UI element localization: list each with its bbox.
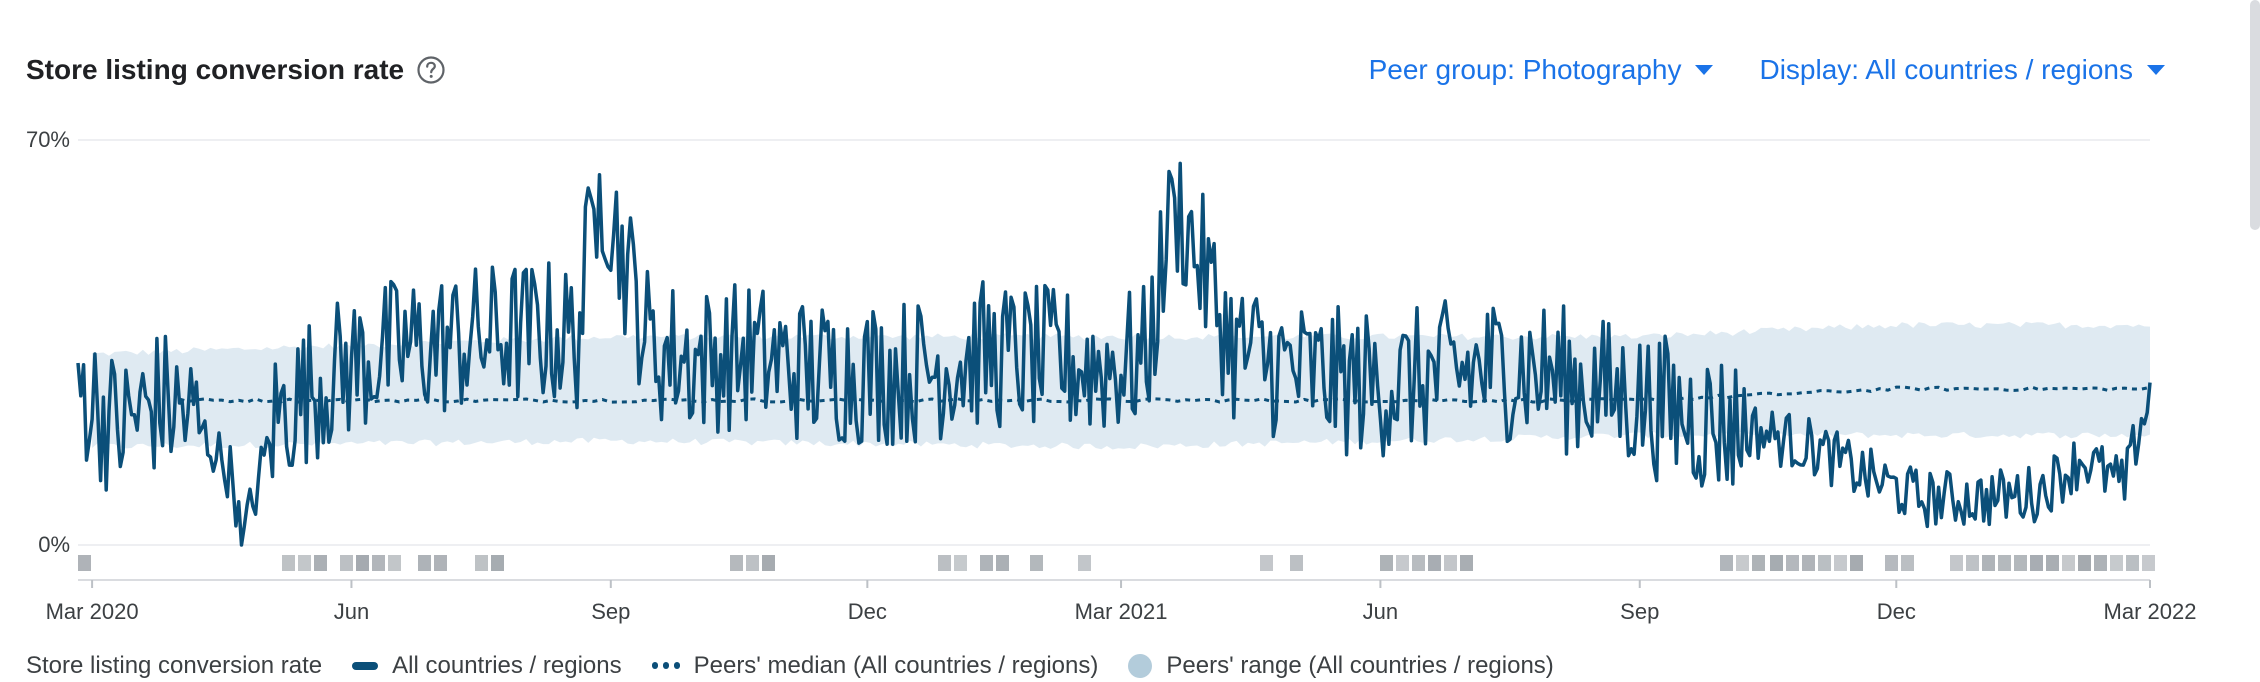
legend-label-median: Peers' median (All countries / regions) [693, 652, 1099, 679]
event-marker [372, 555, 385, 571]
event-marker [1428, 555, 1441, 571]
event-marker [938, 555, 951, 571]
caret-down-icon [2147, 65, 2165, 75]
event-marker [298, 555, 311, 571]
event-marker [2126, 555, 2139, 571]
peer-group-label: Peer group: Photography [1368, 54, 1682, 85]
legend-label-range: Peers' range (All countries / regions) [1166, 652, 1554, 679]
event-marker [762, 555, 775, 571]
event-marker [1736, 555, 1749, 571]
chart-legend: Store listing conversion rate All countr… [26, 652, 1554, 680]
event-marker [2030, 555, 2043, 571]
event-marker [1078, 555, 1091, 571]
event-marker [1834, 555, 1847, 571]
event-marker [388, 555, 401, 571]
event-marker [1030, 555, 1043, 571]
page-scrollbar[interactable] [2250, 0, 2260, 230]
event-marker [746, 555, 759, 571]
event-markers [78, 555, 2155, 571]
x-tick-label: Jun [334, 599, 369, 624]
event-marker [1850, 555, 1863, 571]
x-tick-label: Dec [1877, 599, 1916, 624]
event-marker [1950, 555, 1963, 571]
x-tick-label: Mar 2020 [46, 599, 139, 624]
legend-prefix: Store listing conversion rate [26, 652, 323, 679]
legend-dash-icon [651, 662, 680, 670]
x-tick-label: Jun [1363, 599, 1398, 624]
x-axis-ticks: Mar 2020 Jun Sep Dec Mar 2021 Jun Sep Dec Mar 20… [46, 580, 2197, 624]
conversion-line-path [76, 161, 2152, 547]
event-marker [2062, 555, 2075, 571]
event-marker [78, 555, 91, 571]
event-marker [730, 555, 743, 571]
event-marker [980, 555, 993, 571]
y-tick-label: 70% [26, 127, 70, 152]
event-marker [2014, 555, 2027, 571]
chart-controls: Peer group: Photography Display: All cou… [1323, 48, 2165, 92]
event-marker [282, 555, 295, 571]
peers-median-line [179, 385, 2151, 404]
event-marker [356, 555, 369, 571]
event-marker [1380, 555, 1393, 571]
event-marker [1752, 555, 1765, 571]
event-marker [954, 555, 967, 571]
event-marker [1786, 555, 1799, 571]
legend-item-range[interactable]: Peers' range (All countries / regions) [1128, 652, 1554, 680]
x-tick-label: Sep [591, 599, 630, 624]
event-marker [1460, 555, 1473, 571]
chart-title: Store listing conversion rate [26, 54, 405, 85]
display-dropdown[interactable]: Display: All countries / regions [1759, 54, 2165, 86]
event-marker [434, 555, 447, 571]
x-tick-label: Mar 2022 [2104, 599, 2197, 624]
x-tick-label: Mar 2021 [1075, 599, 1168, 624]
event-marker [2094, 555, 2107, 571]
legend-item-series[interactable]: All countries / regions [352, 652, 622, 680]
event-marker [1396, 555, 1409, 571]
event-marker [1290, 555, 1303, 571]
event-marker [1802, 555, 1815, 571]
event-marker [1260, 555, 1273, 571]
legend-item-median[interactable]: Peers' median (All countries / regions) [651, 652, 1099, 680]
event-marker [1885, 555, 1898, 571]
legend-line-icon [352, 662, 379, 670]
event-marker [1982, 555, 1995, 571]
event-marker [491, 555, 504, 571]
x-tick-label: Sep [1620, 599, 1659, 624]
conversion-rate-chart: 70% 0% Mar 2020 Jun Sep Dec Mar 2021 Jun Sep Dec… [26, 127, 2197, 624]
event-marker [2142, 555, 2155, 571]
legend-label-series: All countries / regions [392, 652, 622, 679]
event-marker [1966, 555, 1979, 571]
event-marker [1720, 555, 1733, 571]
event-marker [1998, 555, 2011, 571]
legend-dot-icon [1128, 654, 1153, 678]
display-label: Display: All countries / regions [1759, 54, 2133, 85]
help-circle-icon[interactable] [416, 55, 446, 85]
event-marker [1444, 555, 1457, 571]
event-marker [2110, 555, 2123, 571]
event-marker [2078, 555, 2091, 571]
peer-group-dropdown[interactable]: Peer group: Photography [1369, 54, 1714, 86]
event-marker [314, 555, 327, 571]
x-tick-label: Dec [848, 599, 887, 624]
event-marker [340, 555, 353, 571]
event-marker [418, 555, 431, 571]
event-marker [475, 555, 488, 571]
chart-header: Store listing conversion rate [26, 48, 446, 92]
conversion-series-line [76, 161, 2152, 547]
event-marker [1901, 555, 1914, 571]
peers-median-path [179, 385, 2151, 404]
caret-down-icon [1695, 65, 1714, 75]
y-tick-label: 0% [38, 532, 70, 557]
y-axis-ticks: 70% 0% [26, 127, 70, 557]
event-marker [996, 555, 1009, 571]
event-marker [2046, 555, 2059, 571]
chart-grid [78, 139, 2150, 581]
event-marker [1770, 555, 1783, 571]
event-marker [1412, 555, 1425, 571]
event-marker [1818, 555, 1831, 571]
